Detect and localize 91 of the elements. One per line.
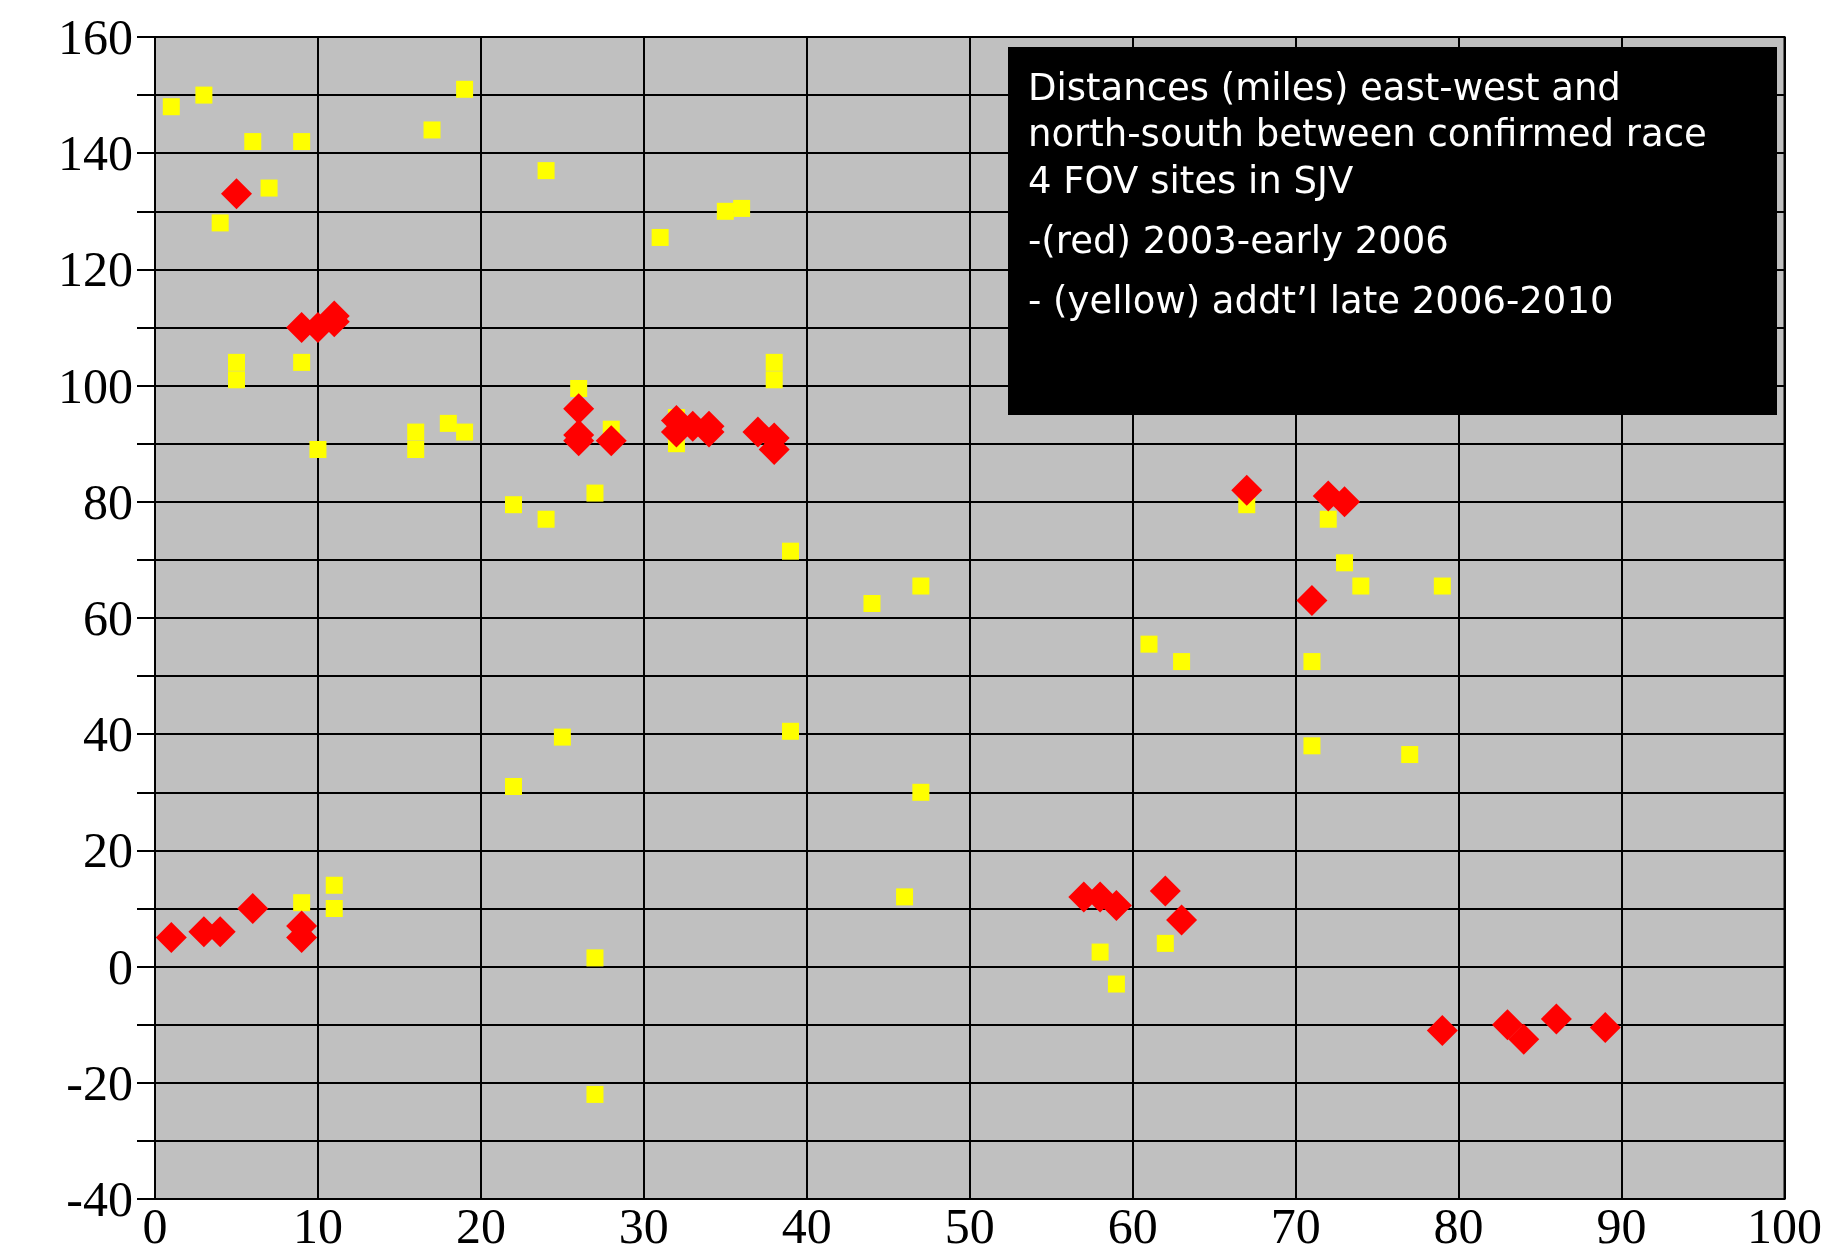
point — [195, 86, 213, 104]
point — [553, 728, 571, 746]
point — [765, 371, 783, 389]
point — [1401, 746, 1419, 764]
point — [439, 414, 457, 432]
point — [1303, 653, 1321, 671]
y-tick-label: 40 — [83, 706, 133, 763]
point — [586, 949, 604, 967]
point — [716, 202, 734, 220]
point — [782, 542, 800, 560]
point — [407, 441, 425, 459]
y-tick-label: 80 — [83, 473, 133, 530]
point — [1107, 975, 1125, 993]
x-tick-label: 0 — [142, 1198, 168, 1251]
point — [1140, 635, 1158, 653]
point — [456, 80, 474, 98]
y-tick-label: 160 — [58, 9, 133, 65]
x-tick-label: 100 — [1747, 1198, 1822, 1251]
point — [456, 423, 474, 441]
point — [912, 577, 930, 595]
point — [1319, 510, 1337, 528]
point — [293, 894, 311, 912]
point — [586, 1085, 604, 1103]
y-tick-label: 20 — [83, 822, 133, 879]
y-tick-label: -20 — [66, 1054, 133, 1111]
point — [155, 922, 187, 954]
point — [1508, 1023, 1540, 1055]
point — [651, 228, 669, 246]
point — [563, 393, 595, 425]
point — [260, 179, 278, 197]
y-tick-label: 140 — [58, 125, 133, 182]
point — [1336, 554, 1354, 572]
x-tick-label: 10 — [292, 1198, 343, 1251]
point — [227, 371, 245, 389]
point — [237, 893, 269, 924]
point — [570, 380, 588, 398]
point — [220, 178, 252, 210]
y-tick-label: 0 — [108, 938, 133, 995]
y-tick-label: 120 — [58, 241, 133, 298]
point — [325, 900, 343, 917]
y-tick-label: -40 — [66, 1171, 133, 1227]
x-tick-label: 80 — [1433, 1198, 1484, 1251]
y-tick-label: 60 — [83, 590, 133, 646]
x-tick-label: 60 — [1107, 1198, 1158, 1251]
point — [537, 162, 555, 180]
point — [1296, 585, 1328, 617]
point — [293, 133, 311, 151]
point — [309, 441, 327, 459]
point — [537, 510, 555, 528]
point — [1540, 1003, 1572, 1035]
x-tick-label: 70 — [1270, 1198, 1321, 1251]
annotation: -(red) 2003-early 2006 — [1028, 217, 1450, 264]
annotation: - (yellow) addt’l late 2006-2010 — [1028, 278, 1615, 324]
point — [1352, 577, 1370, 595]
point — [733, 199, 751, 217]
point — [325, 876, 343, 894]
point — [782, 722, 800, 740]
y-tick-label: 100 — [58, 357, 133, 414]
x-tick-label: 20 — [455, 1198, 506, 1251]
point — [1589, 1012, 1621, 1044]
point — [595, 425, 627, 457]
point — [1156, 934, 1174, 952]
x-tick-label: 30 — [618, 1198, 669, 1251]
point — [1426, 1015, 1458, 1047]
point — [1231, 474, 1263, 506]
point — [586, 484, 604, 502]
point — [162, 98, 180, 116]
point — [1173, 653, 1191, 671]
point — [1491, 1009, 1523, 1041]
point — [1091, 943, 1109, 961]
point — [1149, 875, 1181, 907]
point — [504, 777, 522, 795]
x-tick-label: 50 — [944, 1198, 995, 1251]
point — [211, 214, 229, 232]
x-tick-label: 40 — [781, 1198, 832, 1251]
point — [227, 353, 245, 371]
point — [1433, 577, 1451, 595]
annotation: Distances (miles) east-west and north-south between confirmed race 4 FOV sites in SJV — [1028, 65, 1707, 204]
point — [912, 783, 930, 801]
point — [1166, 904, 1198, 936]
point — [765, 353, 783, 371]
point — [423, 121, 441, 139]
point — [504, 496, 522, 514]
point — [293, 353, 311, 371]
note-panel: Distances (miles) east-west and north-south between confirmed race 4 FOV sites in SJV -(red) 2003-early 2006 - (yellow) addt’l late 2006-2010 — [1008, 47, 1777, 415]
point — [244, 133, 262, 151]
x-tick-label: 90 — [1596, 1198, 1647, 1251]
point — [896, 888, 914, 906]
point — [1303, 737, 1321, 755]
point — [407, 423, 425, 441]
point — [863, 594, 881, 612]
